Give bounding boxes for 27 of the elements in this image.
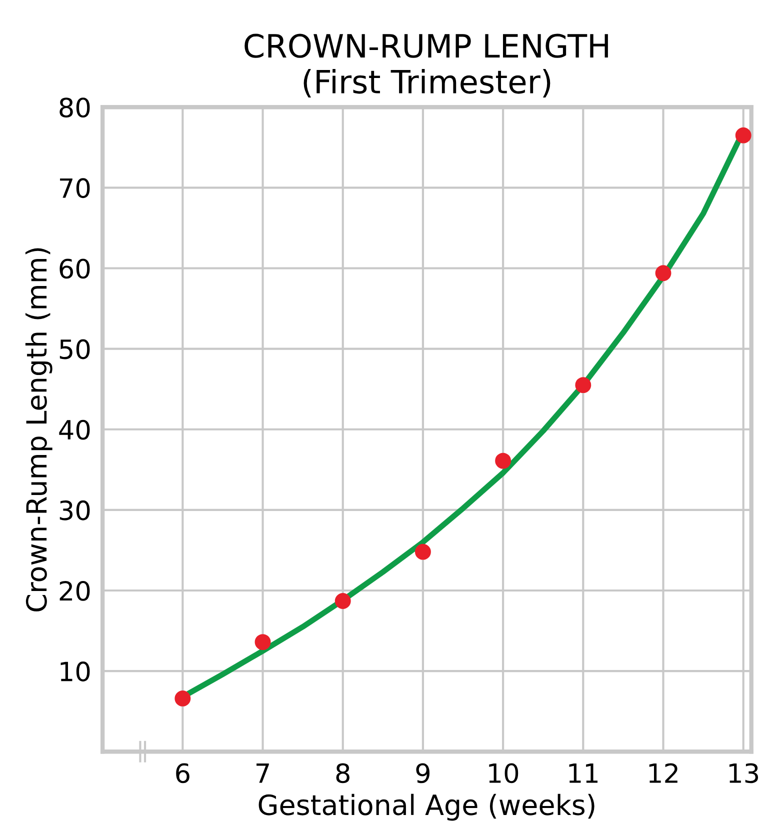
point — [414, 544, 431, 560]
x-tick-label: 8 — [336, 763, 350, 784]
y-tick-label: 30 — [60, 500, 90, 520]
x-tick-label: 10 — [489, 763, 518, 784]
x-tick-label: 12 — [649, 763, 678, 783]
y-tick-label: 80 — [60, 98, 90, 118]
x-axis-title: Gestational Age (weeks) — [258, 794, 594, 821]
y-tick-label: 10 — [60, 662, 90, 682]
x-tick-label: 6 — [176, 763, 190, 784]
point — [495, 452, 512, 469]
x-tick-label: 11 — [569, 764, 598, 783]
point — [655, 265, 672, 282]
x-tick-label: 13 — [729, 763, 758, 784]
x-tick-label: 9 — [416, 763, 430, 784]
y-tick-label: 60 — [60, 258, 90, 279]
y-tick-label: 70 — [60, 178, 90, 198]
point — [575, 377, 592, 394]
y-axis-title: Crown-Rump Length (mm) — [25, 248, 52, 612]
y-tick-label: 40 — [59, 420, 90, 440]
point — [334, 593, 351, 609]
x-tick-label: 7 — [256, 764, 269, 783]
y-tick-label: 50 — [60, 339, 90, 360]
chart-title: CROWN-RUMP LENGTH (First Trimester) — [244, 34, 608, 98]
point — [254, 634, 271, 650]
point — [174, 690, 191, 706]
point — [735, 127, 752, 144]
y-tick-label: 20 — [60, 580, 90, 601]
